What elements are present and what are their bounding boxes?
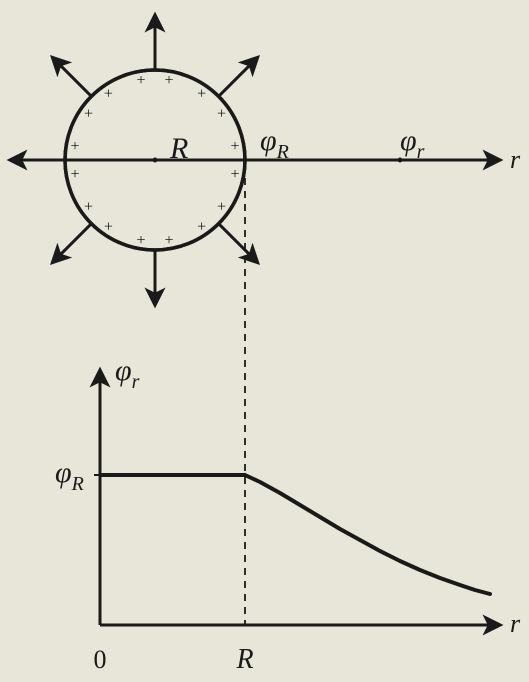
origin-label: 0: [94, 645, 107, 674]
radius-label: R: [169, 132, 188, 165]
r-axis-label-top: r: [510, 145, 521, 174]
x-axis-label: r: [510, 609, 521, 638]
phi-r-point: [398, 158, 403, 163]
R-tick-label: R: [235, 644, 253, 675]
physics-diagram: ++++++++++++++++RφRφrr φrr0RφR: [0, 0, 529, 682]
center-dot: [153, 158, 158, 163]
